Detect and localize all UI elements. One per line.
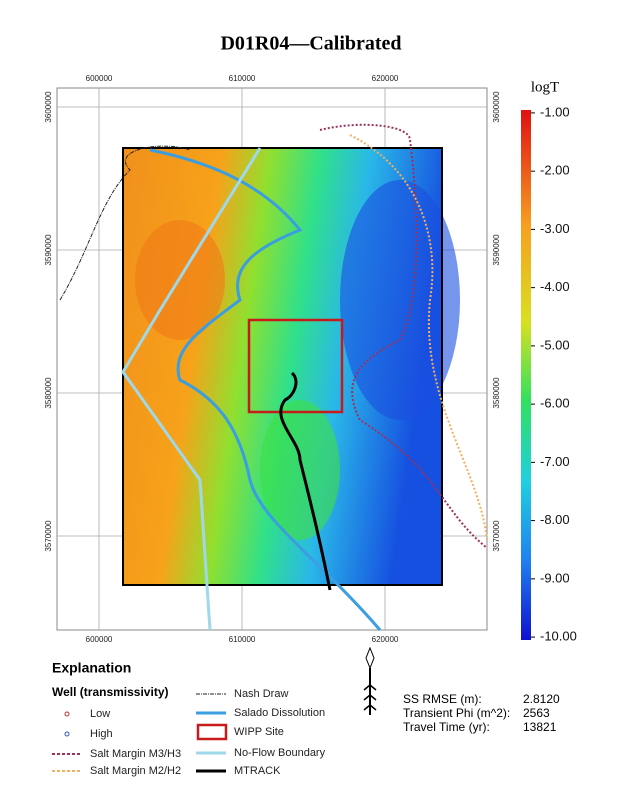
colorbar-ticks: -1.00 -2.00 -3.00 -4.00 -5.00 -6.00 -7.00 -8.00…	[531, 104, 577, 644]
stat-label: Transient Phi (m^2):	[403, 706, 510, 720]
colorbar-tick-label: -10.00	[540, 629, 577, 644]
mid-t-zone	[260, 400, 340, 540]
stat-value: 2.8120	[523, 692, 560, 706]
legend-subheading: Well (transmissivity)	[52, 685, 168, 699]
y-tick-label: 3570000	[492, 520, 501, 552]
x-tick-label: 610000	[229, 635, 256, 644]
legend-heading: Explanation	[52, 660, 131, 676]
title: D01R04—Calibrated	[220, 33, 401, 55]
stat-label: Travel Time (yr):	[403, 720, 490, 734]
x-tick-label: 610000	[229, 74, 256, 83]
high-symbol	[64, 731, 70, 737]
legend: Low High Salt Margin M3/H3 Salt Margin M2/H…	[90, 688, 326, 777]
legend-item: MTRACK	[234, 765, 281, 777]
low-symbol	[64, 711, 70, 717]
y-tick-label: 3590000	[492, 234, 501, 266]
mtrack	[279, 371, 332, 591]
x-tick-label: 620000	[372, 74, 399, 83]
stats: SS RMSE (m): 2.8120 Transient Phi (m^2): 25…	[403, 692, 560, 734]
legend-item: Salado Dissolution	[234, 707, 325, 719]
legend-item: Salt Margin M3/H3	[90, 748, 181, 760]
legend-item: WIPP Site	[234, 726, 284, 738]
y-tick-label: 3580000	[492, 377, 501, 409]
colorbar-tick-label: -8.00	[540, 512, 570, 527]
wipp-symbol	[196, 723, 228, 741]
x-tick-label: 620000	[372, 635, 399, 644]
north-arrow	[363, 646, 377, 715]
no-flow-boundary	[121, 147, 262, 631]
colorbar-tick-label: -7.00	[540, 454, 570, 469]
colorbar-tick-label: -1.00	[540, 104, 570, 119]
colorbar	[521, 110, 531, 640]
stat-value: 13821	[523, 720, 557, 734]
colorbar-tick-label: -2.00	[540, 163, 570, 178]
nash-draw	[59, 145, 191, 301]
x-tick-label: 600000	[86, 74, 113, 83]
y-tick-label: 3580000	[44, 377, 53, 409]
legend-item: Salt Margin M2/H2	[90, 765, 181, 777]
legend-item: High	[90, 728, 113, 740]
stat-value: 2563	[523, 706, 550, 720]
colorbar-tick-label: -3.00	[540, 221, 570, 236]
stat-label: SS RMSE (m):	[403, 692, 482, 706]
colorbar-tick-label: -4.00	[540, 279, 570, 294]
colorbar-tick-label: -9.00	[540, 570, 570, 585]
y-tick-label: 3570000	[44, 520, 53, 552]
model-boundary	[122, 147, 443, 586]
legend-item: Low	[90, 708, 110, 720]
legend-item: No-Flow Boundary	[234, 747, 326, 759]
colorbar-label: logT	[531, 79, 559, 95]
y-tick-label: 3600000	[44, 91, 53, 123]
wipp-site	[247, 318, 344, 414]
colorbar-tick-label: -5.00	[540, 337, 570, 352]
legend-item: Nash Draw	[234, 688, 288, 700]
colorbar-tick-label: -6.00	[540, 396, 570, 411]
y-tick-label: 3600000	[492, 91, 501, 123]
salt-margin-m2	[349, 134, 488, 541]
salado-dissolution	[149, 148, 382, 631]
x-tick-label: 600000	[86, 635, 113, 644]
y-tick-label: 3590000	[44, 234, 53, 266]
